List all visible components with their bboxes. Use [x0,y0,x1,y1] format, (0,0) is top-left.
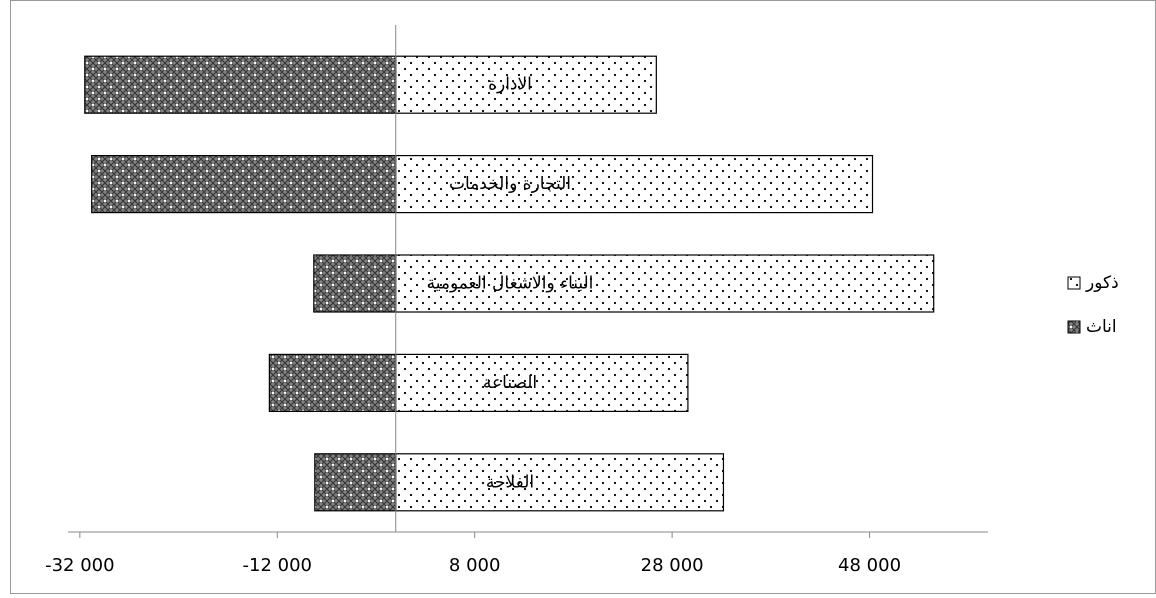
x-tick-label: 28 000 [641,555,704,576]
bar [395,353,689,412]
bar [395,254,935,313]
legend-label: ذكور [1085,273,1119,293]
x-tick-label: 8 000 [449,555,501,576]
x-tick-label: -32 000 [45,555,114,576]
legend-label: اناث [1086,317,1117,337]
bar [268,353,397,412]
x-tick-label: -12 000 [243,555,312,576]
bar [84,55,397,114]
bar [91,155,397,214]
bar [313,254,397,313]
category-label: الادارة [488,75,532,95]
bar [395,155,874,214]
category-label: الفلاحة [486,472,534,492]
legend-swatch [1067,320,1081,334]
legend-swatch [1067,276,1081,290]
bar [395,453,725,512]
bar [314,453,397,512]
category-label: الصناعة [483,373,537,393]
x-tick-label: 48 000 [838,555,901,576]
category-label: التجارة والخدمات [449,174,571,194]
category-label: البناء والاشغال العمومية [427,274,594,294]
